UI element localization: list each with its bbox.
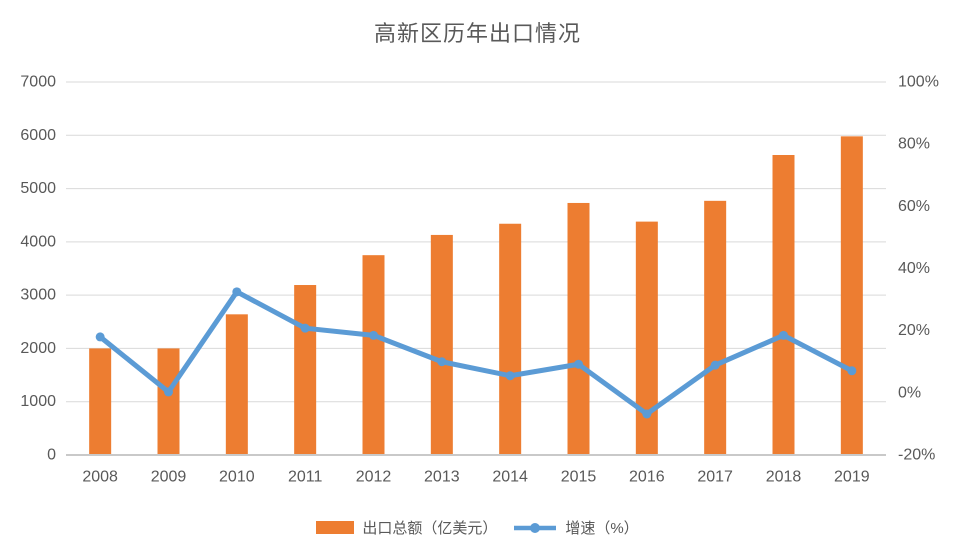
left-axis-tick-2000: 2000 xyxy=(20,340,56,357)
bar-2013 xyxy=(430,234,453,455)
growth-line xyxy=(97,289,855,417)
right-axis-tick-40%: 40% xyxy=(898,260,930,277)
line-marker-2014 xyxy=(505,371,515,381)
line-marker-2012 xyxy=(369,330,378,340)
bar-2012 xyxy=(362,255,385,455)
legend-label-export-total: 出口总额（亿美元） xyxy=(362,520,498,537)
bar-2015 xyxy=(567,202,590,455)
x-axis-label-2014: 2014 xyxy=(492,469,528,486)
right-axis-tick-100%: 100% xyxy=(898,74,939,91)
left-axis-tick-1000: 1000 xyxy=(20,393,56,410)
x-axis-label-2017: 2017 xyxy=(697,469,733,486)
bar-2016 xyxy=(635,221,658,455)
x-axis-label-2019: 2019 xyxy=(834,469,870,486)
line-marker-2018 xyxy=(779,330,788,340)
bar-2008 xyxy=(89,348,112,455)
line-marker-2010 xyxy=(232,287,242,297)
x-axis-label-2010: 2010 xyxy=(219,469,255,486)
x-axis-label-2016: 2016 xyxy=(629,469,665,486)
left-axis-tick-6000: 6000 xyxy=(20,127,56,144)
line-marker-2013 xyxy=(437,357,447,367)
chart-legend: 出口总额（亿美元） 增速（%） xyxy=(0,517,955,538)
bar-2019 xyxy=(840,136,863,455)
line-marker-2008 xyxy=(95,332,105,342)
bar-series-swatch-icon xyxy=(316,521,355,534)
right-axis-tick--20%: -20% xyxy=(898,447,935,464)
x-axis-label-2012: 2012 xyxy=(356,469,392,486)
line-marker-2016 xyxy=(642,409,652,419)
line-marker-2011 xyxy=(300,323,310,333)
line-series-swatch-icon xyxy=(514,522,557,533)
right-axis-tick-60%: 60% xyxy=(898,198,930,215)
bar-2017 xyxy=(704,200,727,455)
line-marker-2017 xyxy=(710,360,720,370)
x-axis-label-2018: 2018 xyxy=(766,469,802,486)
right-axis-tick-0%: 0% xyxy=(898,384,921,401)
x-axis-label-2015: 2015 xyxy=(561,469,597,486)
bar-2014 xyxy=(499,223,522,455)
bar-2011 xyxy=(294,285,317,455)
bar-2018 xyxy=(772,155,795,455)
x-axis-label-2008: 2008 xyxy=(82,469,118,486)
line-marker-2015 xyxy=(574,359,583,369)
left-axis-tick-3000: 3000 xyxy=(20,287,56,304)
legend-item-export-total: 出口总额（亿美元） xyxy=(316,517,497,538)
right-axis-tick-80%: 80% xyxy=(898,136,930,153)
line-marker-2009 xyxy=(164,387,173,397)
x-axis-label-2009: 2009 xyxy=(151,469,187,486)
left-axis-tick-0: 0 xyxy=(47,447,56,464)
bar-2009 xyxy=(157,348,180,455)
chart-title: 高新区历年出口情况 xyxy=(373,21,581,46)
bar-2010 xyxy=(225,314,248,455)
x-axis-label-2011: 2011 xyxy=(288,469,323,486)
left-axis-tick-7000: 7000 xyxy=(20,74,56,91)
x-axis-label-2013: 2013 xyxy=(424,469,460,486)
left-axis-tick-5000: 5000 xyxy=(20,180,56,197)
legend-item-growth: 增速（%） xyxy=(513,517,639,538)
left-axis-tick-4000: 4000 xyxy=(20,233,56,250)
right-axis-tick-20%: 20% xyxy=(898,322,930,339)
legend-label-growth: 增速（%） xyxy=(565,520,639,537)
line-marker-2019 xyxy=(847,366,857,376)
